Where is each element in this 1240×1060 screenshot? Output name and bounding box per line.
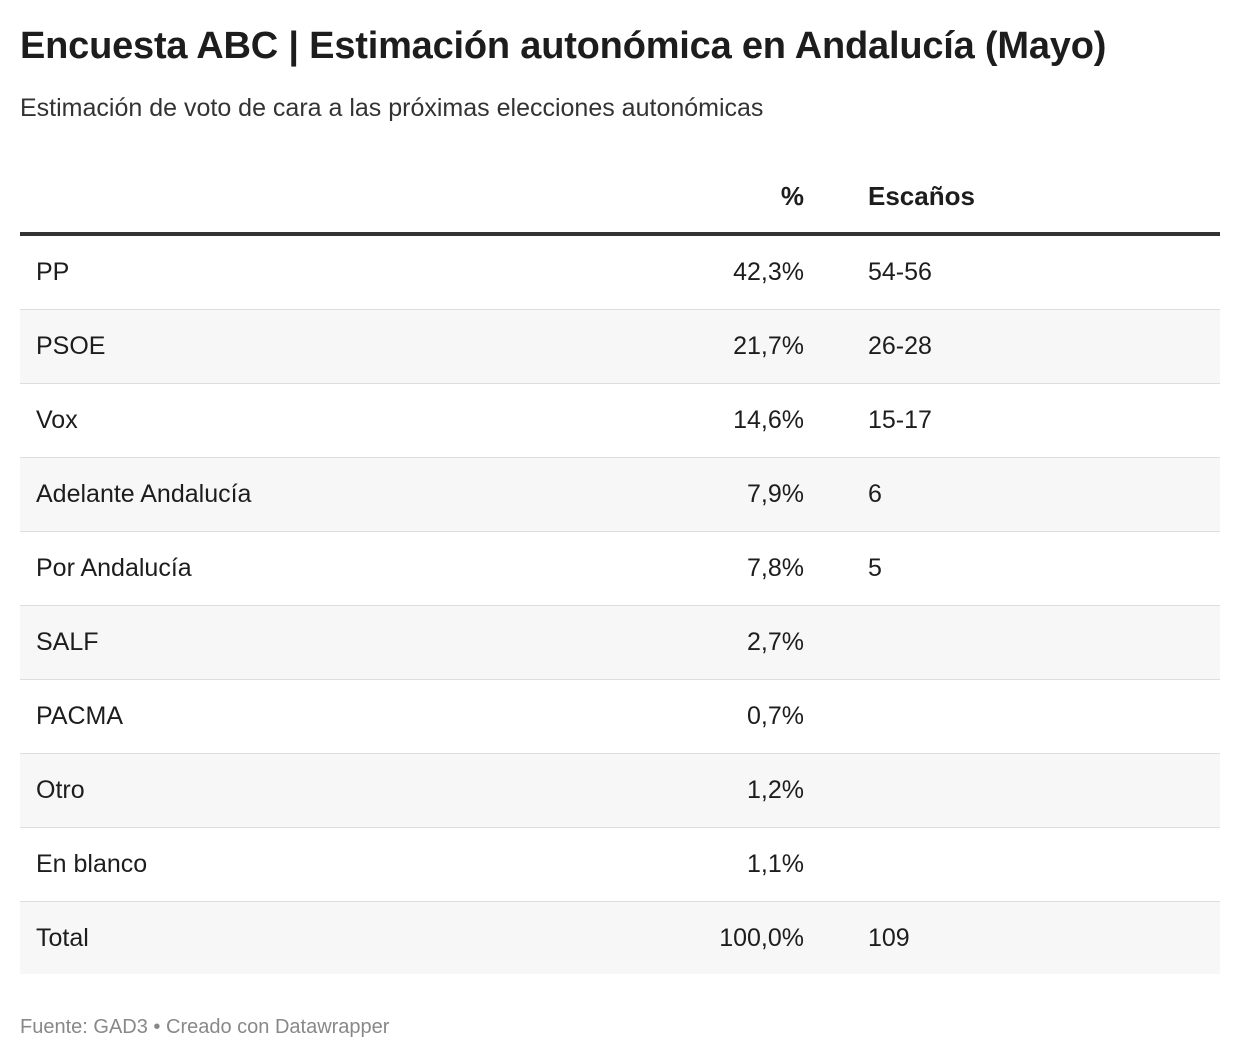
vote-percent: 7,9% [580, 457, 804, 532]
footer-separator: • [153, 1016, 161, 1038]
table-row: PSOE 21,7% 26-28 [20, 309, 1220, 384]
seat-count [804, 679, 1220, 754]
column-header-percent: % [580, 160, 804, 236]
column-header-party [20, 160, 580, 236]
seat-count: 6 [804, 457, 1220, 532]
table-row: Vox 14,6% 15-17 [20, 383, 1220, 458]
party-name: Por Andalucía [20, 531, 580, 606]
table-row: PACMA 0,7% [20, 679, 1220, 754]
chart-container: Encuesta ABC | Estimación autonómica en … [20, 0, 1220, 974]
party-name: PACMA [20, 679, 580, 754]
chart-subtitle: Estimación de voto de cara a las próxima… [20, 94, 764, 122]
vote-percent: 100,0% [580, 901, 804, 974]
vote-percent: 0,7% [580, 679, 804, 754]
table-header-row: % Escaños [20, 160, 1220, 236]
seat-count [804, 605, 1220, 680]
table-row: SALF 2,7% [20, 605, 1220, 680]
seat-count [804, 827, 1220, 902]
seat-count: 54-56 [804, 234, 1220, 310]
vote-percent: 42,3% [580, 234, 804, 310]
vote-percent: 21,7% [580, 309, 804, 384]
table-row: Por Andalucía 7,8% 5 [20, 531, 1220, 606]
table-row: Otro 1,2% [20, 753, 1220, 828]
source-label: Fuente: [20, 1016, 88, 1038]
chart-title: Encuesta ABC | Estimación autonómica en … [20, 25, 1107, 67]
source-name: GAD3 [93, 1016, 148, 1038]
vote-percent: 1,2% [580, 753, 804, 828]
table-row: En blanco 1,1% [20, 827, 1220, 902]
column-header-seats: Escaños [804, 160, 1220, 236]
seat-count: 5 [804, 531, 1220, 606]
party-name: Adelante Andalucía [20, 457, 580, 532]
seat-count [804, 753, 1220, 828]
vote-percent: 7,8% [580, 531, 804, 606]
vote-percent: 1,1% [580, 827, 804, 902]
table-row-total: Total 100,0% 109 [20, 901, 1220, 974]
party-name: Vox [20, 383, 580, 458]
seat-count: 26-28 [804, 309, 1220, 384]
poll-table: % Escaños PP 42,3% 54-56 PSOE 21,7% 26-2… [20, 160, 1220, 974]
table-row: Adelante Andalucía 7,9% 6 [20, 457, 1220, 532]
chart-footer: Fuente: GAD3 • Creado con Datawrapper [20, 1014, 389, 1040]
party-name: PP [20, 234, 580, 310]
party-name: En blanco [20, 827, 580, 902]
party-name: PSOE [20, 309, 580, 384]
footer-credit: Creado con Datawrapper [166, 1016, 390, 1038]
party-name: Otro [20, 753, 580, 828]
seat-count: 15-17 [804, 383, 1220, 458]
party-name: Total [20, 901, 580, 974]
vote-percent: 14,6% [580, 383, 804, 458]
seat-count: 109 [804, 901, 1220, 974]
vote-percent: 2,7% [580, 605, 804, 680]
party-name: SALF [20, 605, 580, 680]
table-row: PP 42,3% 54-56 [20, 234, 1220, 310]
